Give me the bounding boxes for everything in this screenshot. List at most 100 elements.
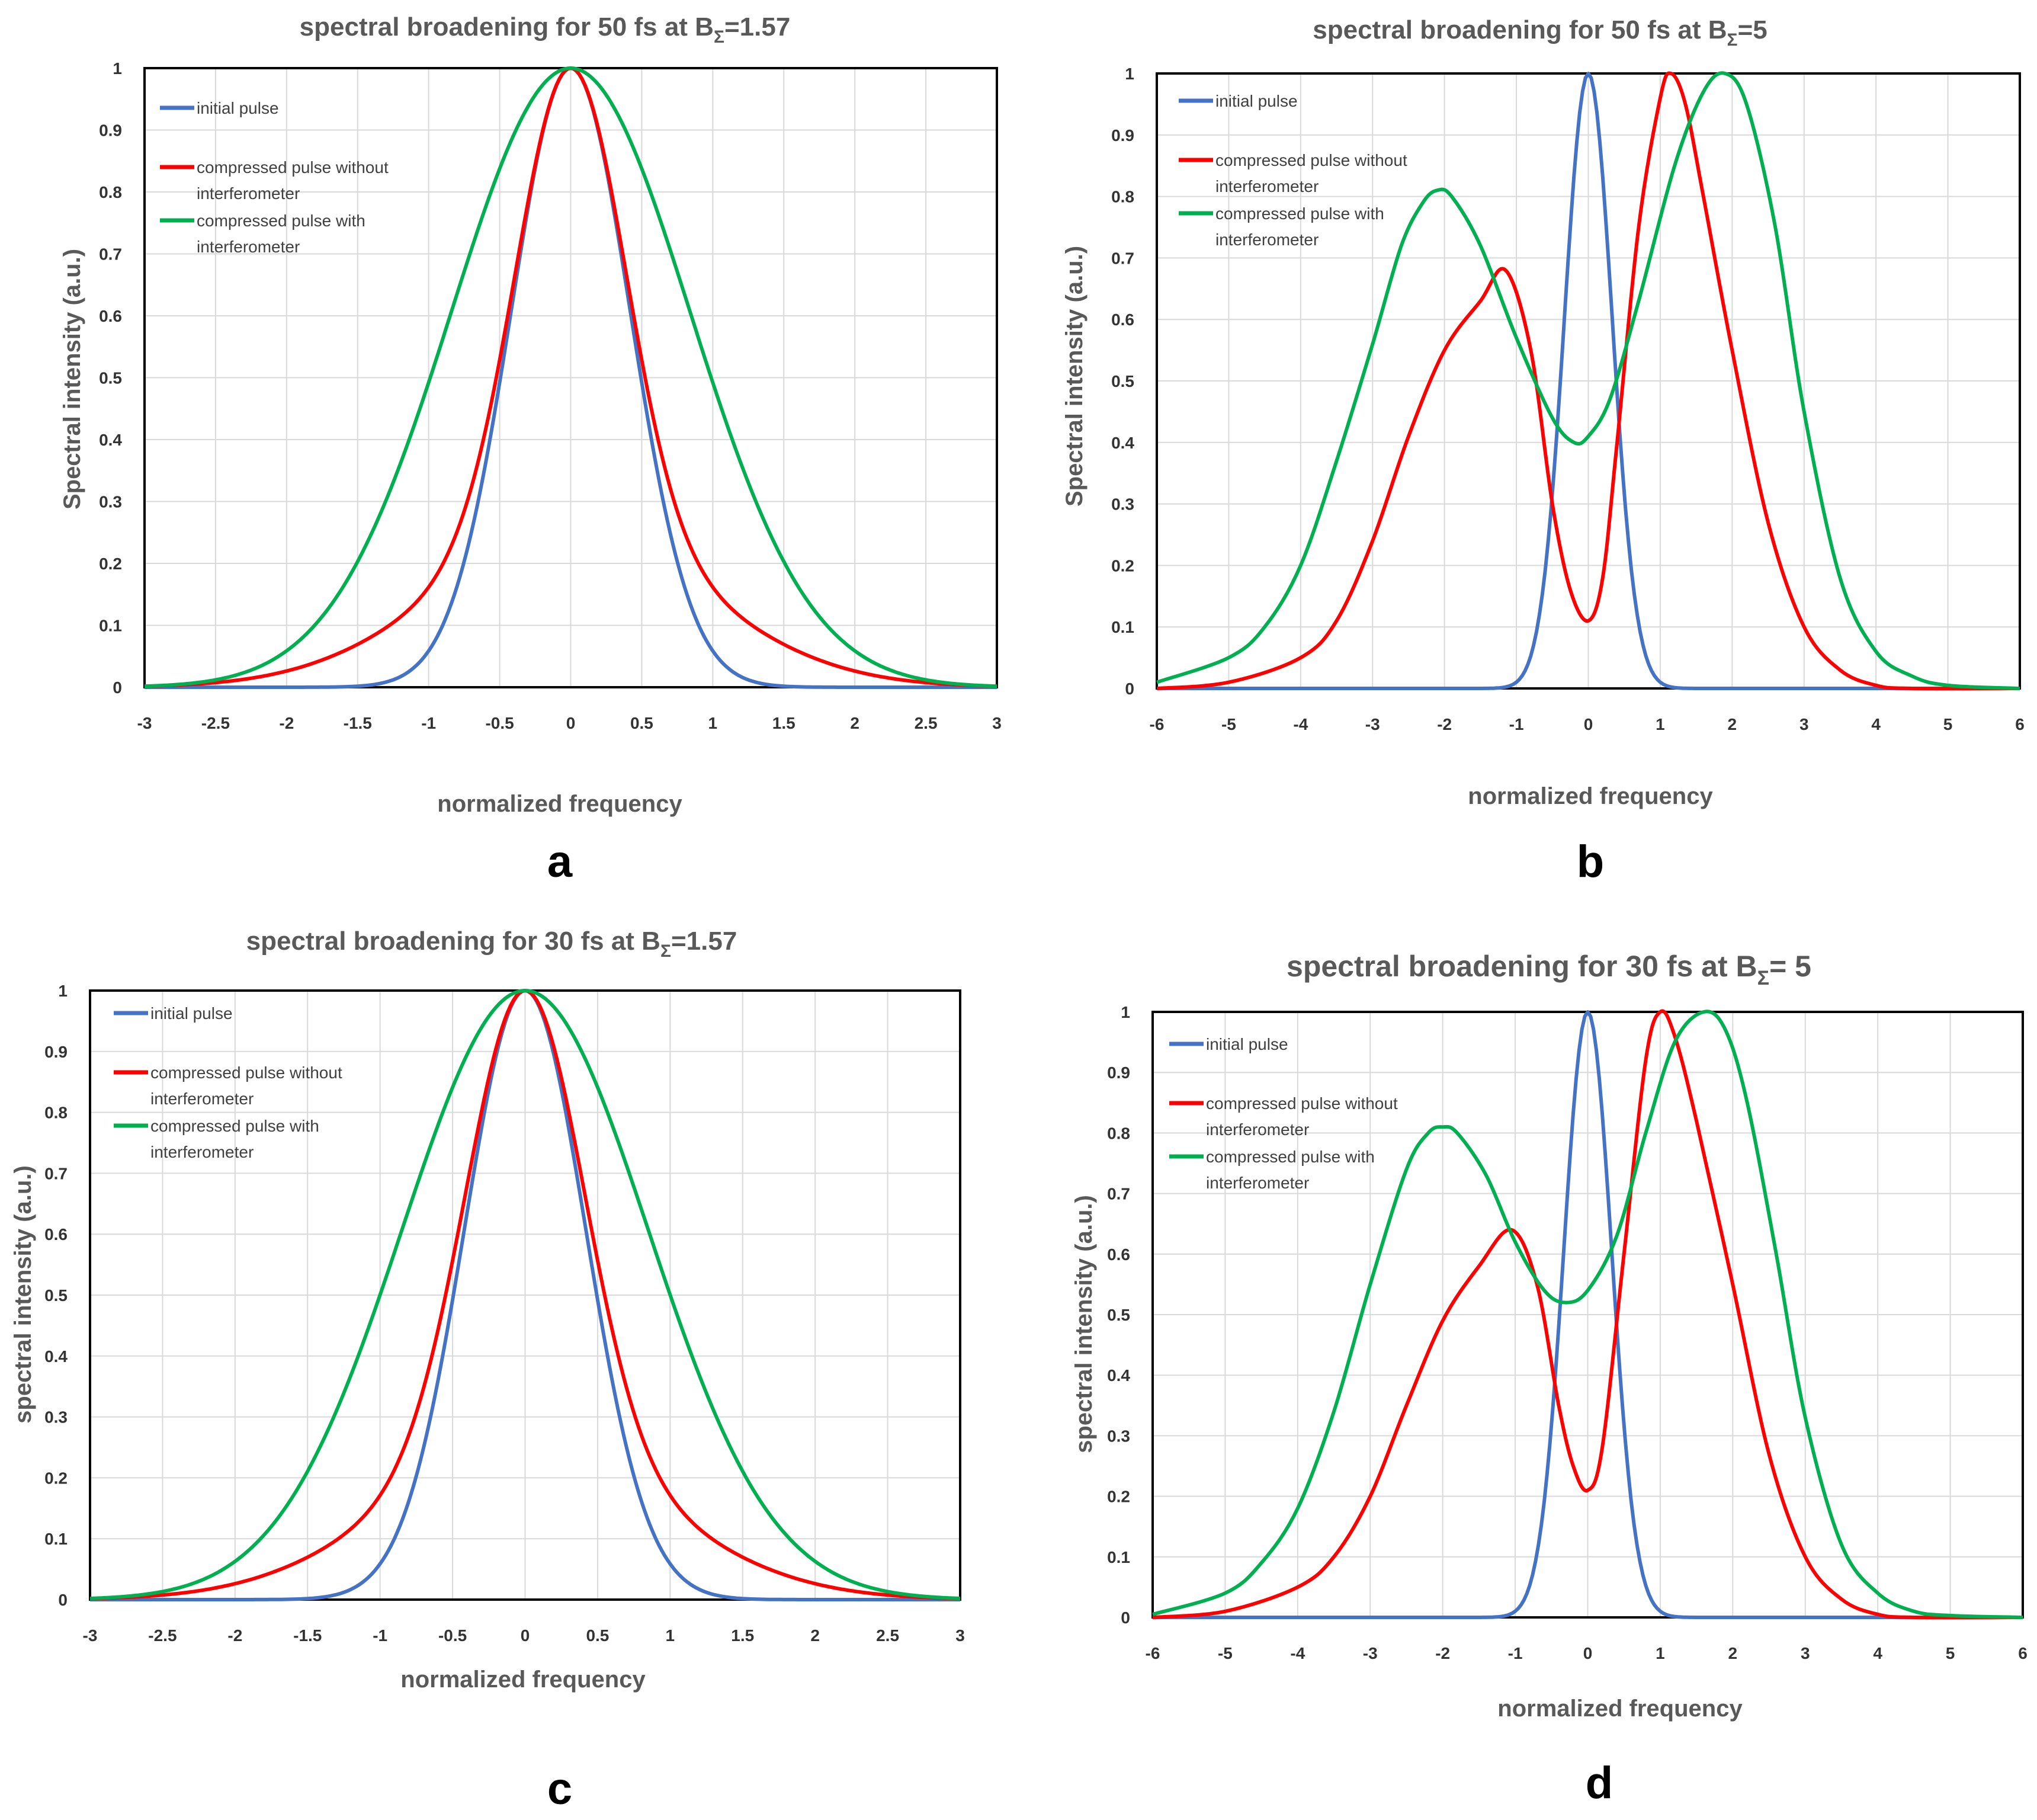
y-tick-label: 0.1 — [1107, 1548, 1130, 1566]
x-tick-label: -4 — [1293, 715, 1308, 733]
legend-label-1: initial pulse — [1206, 1035, 1288, 1053]
x-tick-label: 2 — [1728, 715, 1737, 733]
y-tick-label: 0.8 — [1111, 188, 1134, 206]
x-tick-label: -4 — [1290, 1644, 1305, 1662]
x-axis-label-a: normalized frequency — [437, 791, 682, 817]
y-tick-label: 0.5 — [99, 369, 122, 387]
x-tick-label: 2.5 — [876, 1626, 899, 1645]
y-axis-label-b: Spectral intensity (a.u.) — [1061, 246, 1088, 507]
panel-b: spectral broadening for 50 fs at BΣ=5 -6… — [1061, 15, 2025, 887]
x-tick-label: -1.5 — [344, 714, 372, 732]
x-tick-label: 1 — [666, 1626, 675, 1645]
y-tick-label: 0.6 — [1107, 1245, 1130, 1264]
x-tick-label: -3 — [137, 714, 152, 732]
series-line-3 — [89, 989, 961, 1600]
plot-area-d: -6 -5 -4 -3 -2 -1 0 1 2 3 4 5 6 0 0.1 0.2 0.3 0.4 0.5 0.6 0.… — [1107, 1003, 2028, 1662]
x-tick-label: 0 — [1583, 1644, 1593, 1662]
x-tick-label: 3 — [992, 714, 1002, 732]
series-line-1 — [1157, 72, 2020, 690]
y-tick-label: 1 — [113, 59, 122, 78]
x-tick-label: 2 — [810, 1626, 820, 1645]
y-axis-label-c: spectral intensity (a.u.) — [10, 1165, 36, 1424]
y-tick-label: 1 — [1121, 1003, 1130, 1021]
plot-area-b: -6 -5 -4 -3 -2 -1 0 1 2 3 4 5 6 0 0.1 0.2 0.3 0.4 0.5 0.6 0.… — [1111, 65, 2025, 733]
y-tick-label: 0.3 — [1111, 495, 1134, 514]
chart-title-b: spectral broadening for 50 fs at BΣ=5 — [1313, 15, 1767, 50]
y-tick-label: 0.4 — [1111, 434, 1134, 452]
panel-d: spectral broadening for 30 fs at BΣ= 5 -… — [1071, 950, 2028, 1808]
x-tick-label: -5 — [1221, 715, 1236, 733]
x-tick-label: -1 — [1508, 1644, 1523, 1662]
y-tick-label: 0 — [1125, 680, 1134, 698]
chart-title-c: spectral broadening for 30 fs at BΣ=1.57 — [246, 927, 737, 961]
x-tick-label: 2.5 — [915, 714, 938, 732]
y-tick-label: 0 — [58, 1591, 68, 1609]
plot-area-a: -3 -2.5 -2 -1.5 -1 -0.5 0 0.5 1 1.5 2 2.5 3 0 0.1 0.2 0.… — [99, 59, 1002, 732]
y-tick-label: 0.7 — [1111, 249, 1134, 267]
x-tick-label: 0.5 — [586, 1626, 609, 1645]
x-tick-label: -2.5 — [201, 714, 230, 732]
y-tick-label: 0.4 — [1107, 1366, 1130, 1385]
x-tick-label: 0 — [566, 714, 576, 732]
legend-label-3: compressed pulse with interferometer — [1206, 1148, 1375, 1192]
series-line-3 — [1156, 71, 2020, 690]
y-tick-label: 0.2 — [1111, 556, 1134, 575]
legend-label-1: initial pulse — [150, 1004, 233, 1023]
y-tick-label: 0.5 — [1111, 372, 1134, 390]
x-tick-label: 5 — [1946, 1644, 1955, 1662]
y-tick-label: 0.2 — [99, 555, 122, 573]
panel-label-d: d — [1586, 1758, 1613, 1808]
y-tick-label: 0.1 — [99, 617, 122, 635]
x-tick-label: -6 — [1150, 715, 1165, 733]
y-tick-label: 0.9 — [44, 1043, 68, 1061]
x-tick-label: -2 — [1435, 1644, 1450, 1662]
y-tick-label: 0.1 — [44, 1530, 68, 1548]
y-tick-label: 0.6 — [44, 1225, 68, 1244]
y-tick-label: 0 — [1121, 1608, 1130, 1627]
y-tick-label: 1 — [58, 982, 68, 1000]
x-tick-label: 1.5 — [772, 714, 795, 732]
y-tick-label: 0.1 — [1111, 618, 1134, 636]
x-tick-label: 4 — [1871, 715, 1881, 733]
y-tick-label: 0.8 — [44, 1104, 68, 1122]
x-tick-label: -3 — [1363, 1644, 1378, 1662]
legend-label-2: compressed pulse without interferometer — [1206, 1094, 1398, 1139]
legend-label-3: compressed pulse with interferometer — [197, 212, 365, 256]
x-tick-label: -5 — [1218, 1644, 1233, 1662]
x-axis-label-d: normalized frequency — [1497, 1696, 1743, 1722]
y-tick-label: 0.3 — [44, 1408, 68, 1427]
panel-label-b: b — [1577, 837, 1604, 887]
x-tick-label: -0.5 — [438, 1626, 467, 1645]
y-tick-label: 1 — [1125, 65, 1134, 83]
x-tick-label: -3 — [1365, 715, 1380, 733]
x-tick-label: 2 — [1728, 1644, 1738, 1662]
y-tick-label: 0.3 — [1107, 1427, 1130, 1445]
y-tick-label: 0.7 — [44, 1164, 68, 1183]
series-line-3 — [144, 66, 997, 688]
x-tick-label: -2 — [227, 1626, 242, 1645]
x-tick-label: 1 — [708, 714, 718, 732]
y-tick-label: 0.6 — [99, 307, 122, 325]
legend-label-3: compressed pulse with interferometer — [150, 1117, 319, 1161]
y-tick-label: 0.5 — [44, 1286, 68, 1305]
y-tick-label: 0 — [113, 678, 122, 697]
x-tick-label: 1 — [1656, 1644, 1665, 1662]
x-tick-label: -1 — [421, 714, 436, 732]
y-tick-label: 0.2 — [44, 1469, 68, 1487]
y-tick-label: 0.7 — [1107, 1185, 1130, 1203]
x-axis-label-c: normalized frequency — [400, 1667, 646, 1693]
y-tick-label: 0.8 — [99, 183, 122, 201]
legend-label-1: initial pulse — [1215, 92, 1298, 110]
legend-label-3: compressed pulse with interferometer — [1215, 204, 1384, 249]
y-tick-label: 0.5 — [1107, 1306, 1130, 1324]
y-tick-label: 0.6 — [1111, 310, 1134, 329]
chart-title-a: spectral broadening for 50 fs at BΣ=1.57 — [300, 12, 791, 47]
series-line-2 — [1156, 71, 2020, 691]
legend-label-2: compressed pulse without interferometer — [1215, 151, 1407, 196]
x-tick-label: -2.5 — [148, 1626, 177, 1645]
x-tick-label: 6 — [2015, 715, 2025, 733]
y-tick-label: 0.2 — [1107, 1488, 1130, 1506]
x-tick-label: 0 — [521, 1626, 530, 1645]
x-tick-label: 5 — [1943, 715, 1953, 733]
